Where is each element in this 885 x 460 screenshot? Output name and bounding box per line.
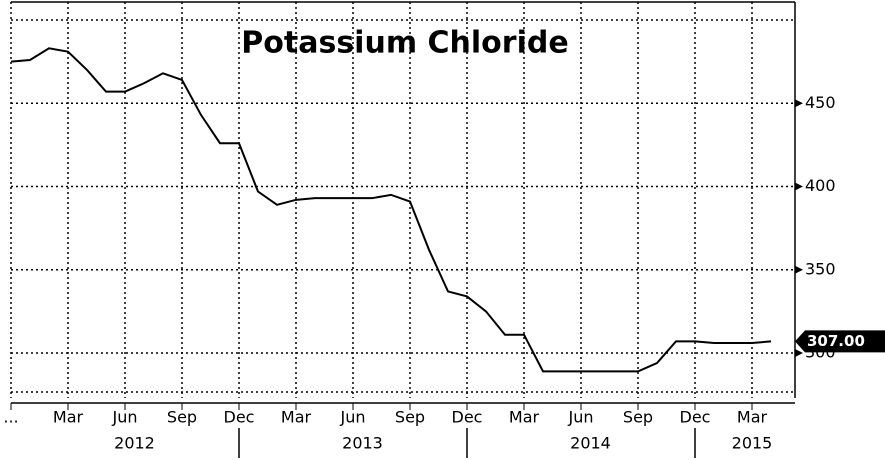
x-tick-label: Mar (281, 408, 312, 427)
y-tick-mark (795, 99, 803, 108)
series-line (10, 47, 772, 373)
x-tick-label: Dec (680, 408, 711, 427)
y-tick-label: 400 (805, 176, 836, 195)
y-tick-mark (795, 349, 803, 358)
x-tick-label: Mar (737, 408, 768, 427)
y-tick-mark (795, 182, 803, 191)
x-tick-label: ... (3, 408, 18, 427)
chart-title: Potassium Chloride (241, 26, 568, 61)
y-tick-label: 450 (805, 93, 836, 112)
last-value-label: 307.00 (807, 332, 865, 350)
x-tick-label: Jun (340, 408, 366, 427)
x-tick-label: Jun (568, 408, 594, 427)
year-label: 2012 (114, 434, 155, 453)
year-label: 2013 (342, 434, 383, 453)
x-tick-label: Mar (509, 408, 540, 427)
year-label: 2014 (570, 434, 611, 453)
x-tick-label: Jun (112, 408, 138, 427)
x-tick-label: Sep (395, 408, 425, 427)
x-tick-label: Mar (53, 408, 84, 427)
x-tick-label: Dec (224, 408, 255, 427)
year-label: 2015 (732, 434, 773, 453)
x-tick-label: Dec (452, 408, 483, 427)
x-tick-label: Sep (623, 408, 653, 427)
y-tick-label: 350 (805, 259, 836, 278)
last-value-box (795, 330, 885, 353)
x-tick-label: Sep (167, 408, 197, 427)
y-tick-mark (795, 265, 803, 274)
